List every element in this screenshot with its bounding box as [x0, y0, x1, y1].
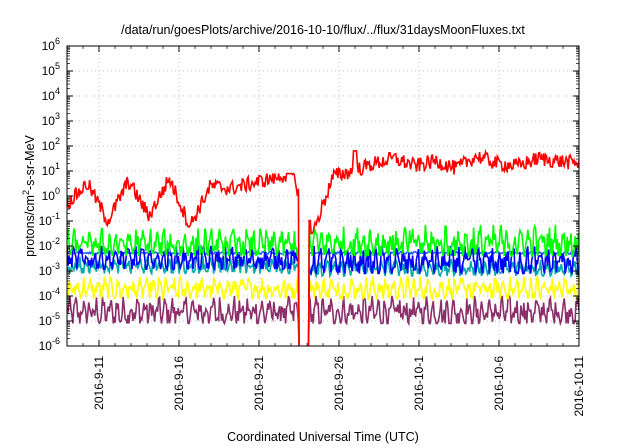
y-axis-label: protons/cm2-s-sr-MeV — [21, 134, 37, 256]
series-line — [67, 172, 300, 346]
series-line — [307, 148, 579, 346]
y-tick-label: 105 — [42, 61, 60, 78]
series-line — [307, 273, 579, 346]
series-line — [307, 294, 579, 346]
y-tick-label: 10-3 — [39, 261, 60, 278]
series-layer — [67, 148, 579, 346]
y-tick-label: 102 — [42, 136, 60, 153]
x-tick-labels: 2016-9-11 2016-9-16 2016-9-21 2016-9-26 2016… — [92, 356, 586, 417]
series-line — [307, 256, 579, 346]
x-tick-label: 2016-10-11 — [572, 356, 586, 417]
series-line — [67, 295, 300, 346]
x-tick-label: 2016-10-6 — [492, 356, 506, 411]
x-tick-label: 2016-10-1 — [412, 356, 426, 411]
chart-title: /data/run/goesPlots/archive/2016-10-10/f… — [121, 23, 525, 37]
x-tick-label: 2016-9-21 — [252, 356, 266, 411]
y-tick-label: 10-2 — [39, 236, 60, 253]
y-tick-label: 104 — [42, 86, 60, 103]
series-line — [307, 223, 579, 346]
y-tick-label: 10-1 — [39, 211, 60, 228]
y-tick-label: 10-5 — [39, 311, 60, 328]
x-tick-label: 2016-9-11 — [92, 356, 106, 410]
y-tick-label: 10-4 — [39, 286, 60, 303]
tick-marks — [66, 45, 580, 347]
y-tick-labels: 10-6 10-5 10-4 10-3 10-2 10-1 100 101 102 103 104 1… — [39, 36, 60, 353]
series-line — [67, 227, 300, 346]
x-axis-label: Coordinated Universal Time (UTC) — [227, 430, 419, 444]
series-line — [67, 273, 300, 346]
y-tick-label: 106 — [42, 36, 60, 53]
y-tick-label: 103 — [42, 111, 60, 128]
series-line — [307, 245, 579, 346]
y-tick-label: 10-6 — [39, 336, 60, 353]
x-tick-label: 2016-9-16 — [172, 356, 186, 411]
y-tick-label: 100 — [42, 186, 60, 203]
x-tick-label: 2016-9-26 — [332, 356, 346, 411]
y-tick-label: 101 — [42, 161, 60, 178]
